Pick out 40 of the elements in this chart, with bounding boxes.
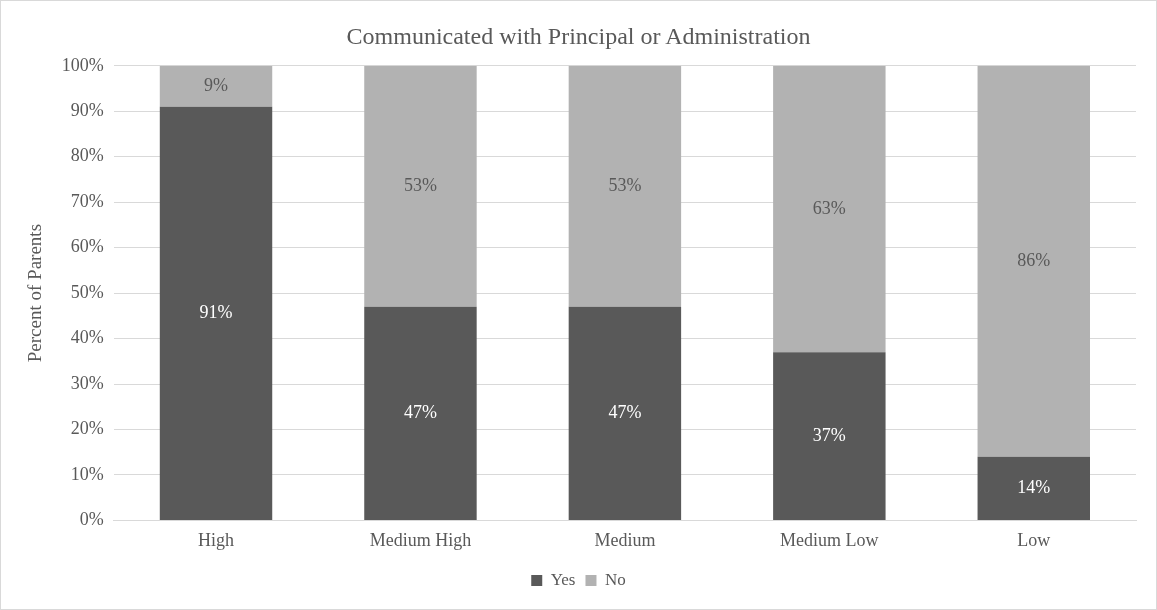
- x-tick-label: Low: [1017, 529, 1051, 550]
- data-label: 47%: [608, 402, 642, 423]
- data-label: 91%: [199, 302, 233, 323]
- y-tick-label: 70%: [70, 190, 104, 211]
- bar: [773, 65, 886, 353]
- y-tick-label: 10%: [70, 463, 104, 484]
- bar: [364, 65, 477, 307]
- bar: [977, 65, 1090, 457]
- x-tick-label: Medium High: [369, 529, 472, 550]
- bar: [568, 65, 682, 307]
- x-tick-label: Medium: [594, 529, 656, 550]
- y-tick-label: 30%: [70, 372, 104, 393]
- bar: [977, 456, 1090, 520]
- bar: [773, 352, 886, 520]
- data-label: 37%: [812, 424, 846, 445]
- data-label: 53%: [608, 175, 642, 195]
- data-label: 14%: [1017, 477, 1051, 498]
- x-tick-label: High: [198, 529, 235, 550]
- bar: [568, 306, 682, 520]
- y-tick-label: 20%: [70, 418, 104, 439]
- x-tick-label: Medium Low: [780, 529, 879, 550]
- data-label: 53%: [403, 175, 437, 195]
- bar: [159, 106, 273, 520]
- bar: [364, 306, 477, 520]
- legend-label: Yes: [550, 569, 576, 589]
- legend-label: No: [604, 569, 626, 589]
- y-tick-label: 50%: [70, 281, 104, 302]
- y-tick-label: 80%: [70, 145, 104, 166]
- data-label: 47%: [403, 402, 437, 423]
- y-axis-title: Percent of Parents: [24, 223, 46, 363]
- y-tick-label: 100%: [61, 54, 104, 75]
- y-tick-label: 0%: [79, 509, 104, 530]
- data-label: 86%: [1017, 250, 1051, 271]
- y-tick-label: 60%: [70, 236, 104, 257]
- chart-title: Communicated with Principal or Administration: [346, 22, 811, 49]
- y-tick-label: 40%: [70, 327, 104, 348]
- data-label: 9%: [204, 74, 229, 95]
- data-label: 63%: [812, 197, 846, 218]
- bar: [159, 65, 273, 107]
- y-tick-label: 90%: [70, 99, 104, 120]
